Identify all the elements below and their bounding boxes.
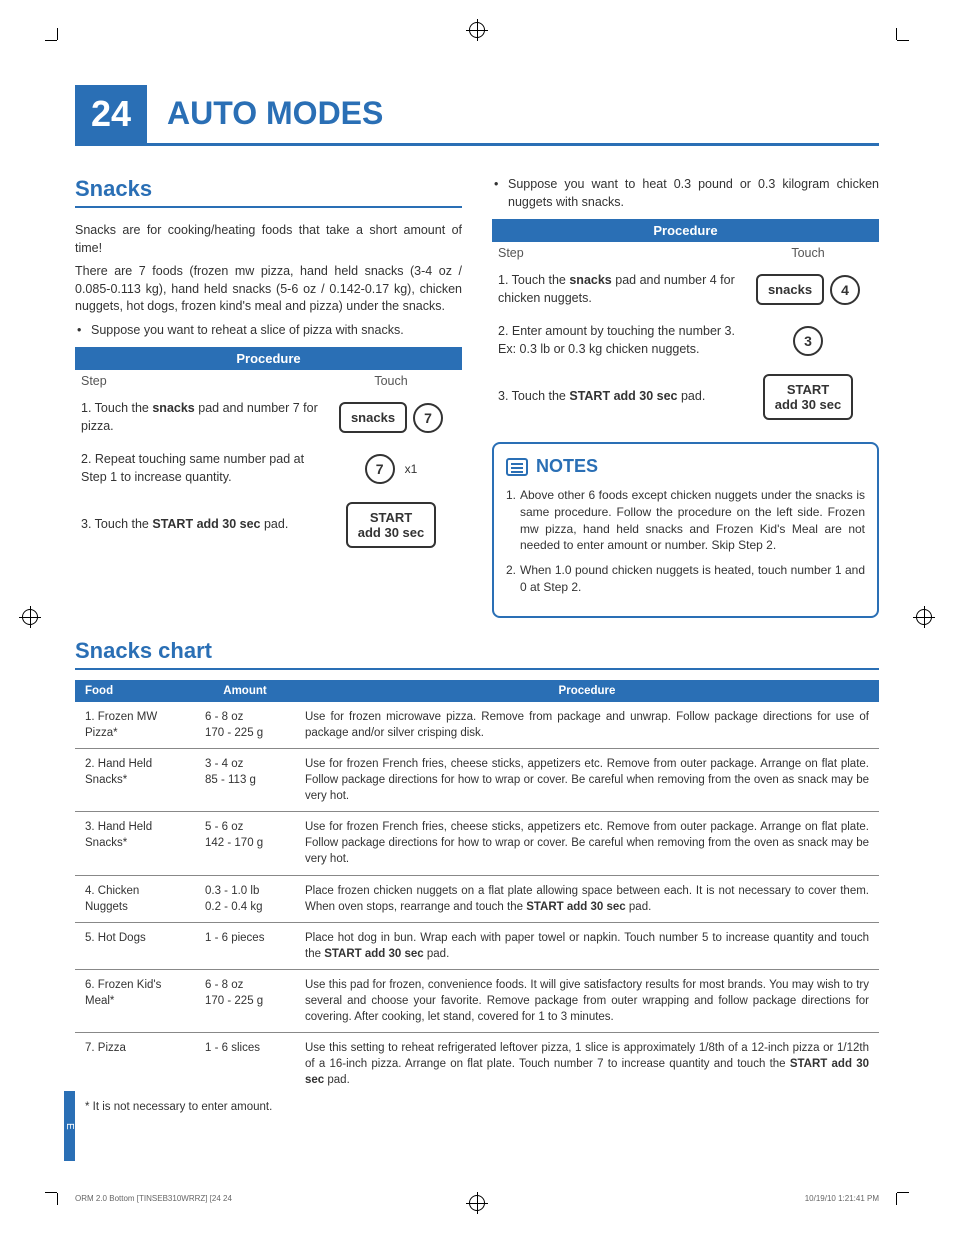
section-underline (75, 206, 462, 208)
start-label: START (358, 510, 425, 525)
cell-amount: 6 - 8 oz 170 - 225 g (195, 702, 295, 749)
cell-food: 7. Pizza (75, 1033, 195, 1096)
touch-header: Touch (326, 374, 456, 388)
cell-food: 3. Hand Held Snacks* (75, 812, 195, 875)
start-sublabel: add 30 sec (775, 397, 842, 412)
crop-mark (57, 1193, 58, 1205)
col-food: Food (75, 680, 195, 702)
header-underline (75, 143, 879, 146)
crop-mark (897, 40, 909, 41)
snacks-chart-table: Food Amount Procedure 1. Frozen MW Pizza… (75, 680, 879, 1096)
intro-text: There are 7 foods (frozen mw pizza, hand… (75, 263, 462, 316)
touch-header: Touch (743, 246, 873, 260)
col-procedure: Procedure (295, 680, 879, 702)
start-sublabel: add 30 sec (358, 525, 425, 540)
cell-amount: 5 - 6 oz 142 - 170 g (195, 812, 295, 875)
cell-procedure: Use for frozen French fries, cheese stic… (295, 748, 879, 811)
number-4-button: 4 (830, 275, 860, 305)
cell-procedure: Use for frozen microwave pizza. Remove f… (295, 702, 879, 749)
step-text: 3. Touch the START add 30 sec pad. (81, 516, 326, 534)
crop-mark (45, 40, 57, 41)
intro-text: Snacks are for cooking/heating foods tha… (75, 222, 462, 257)
table-row: 7. Pizza1 - 6 slicesUse this setting to … (75, 1033, 879, 1096)
table-row: 5. Hot Dogs1 - 6 piecesPlace hot dog in … (75, 922, 879, 969)
cell-food: 1. Frozen MW Pizza* (75, 702, 195, 749)
footnote: * It is not necessary to enter amount. (75, 1101, 879, 1113)
page-number: 24 (75, 85, 147, 143)
registration-mark (916, 609, 932, 625)
chart-title: Snacks chart (75, 638, 879, 664)
crop-mark (45, 1192, 57, 1193)
cell-procedure: Use for frozen French fries, cheese stic… (295, 812, 879, 875)
start-button: START add 30 sec (763, 374, 854, 420)
cell-amount: 0.3 - 1.0 lb 0.2 - 0.4 kg (195, 875, 295, 922)
table-row: 1. Frozen MW Pizza*6 - 8 oz 170 - 225 gU… (75, 702, 879, 749)
crop-mark (896, 1193, 897, 1205)
cell-food: 2. Hand Held Snacks* (75, 748, 195, 811)
procedure-header: Procedure (75, 347, 462, 370)
cell-procedure: Place frozen chicken nuggets on a flat p… (295, 875, 879, 922)
footer-right: 10/19/10 1:21:41 PM (805, 1194, 879, 1203)
registration-mark (469, 22, 485, 38)
times-label: x1 (405, 462, 418, 476)
crop-mark (896, 28, 897, 40)
intro-bullet: Suppose you want to reheat a slice of pi… (75, 322, 462, 340)
chart-underline (75, 668, 879, 670)
note-item: 2.When 1.0 pound chicken nuggets is heat… (506, 562, 865, 596)
registration-mark (22, 609, 38, 625)
notes-box: NOTES 1.Above other 6 foods except chick… (492, 442, 879, 618)
table-row: 2. Hand Held Snacks*3 - 4 oz 85 - 113 gU… (75, 748, 879, 811)
crop-mark (57, 28, 58, 40)
step-header: Step (81, 374, 326, 388)
notes-icon (506, 458, 528, 476)
table-row: 6. Frozen Kid's Meal*6 - 8 oz 170 - 225 … (75, 969, 879, 1032)
start-label: START (775, 382, 842, 397)
cell-food: 6. Frozen Kid's Meal* (75, 969, 195, 1032)
start-button: START add 30 sec (346, 502, 437, 548)
right-bullet: Suppose you want to heat 0.3 pound or 0.… (492, 176, 879, 211)
crop-mark (897, 1192, 909, 1193)
cell-procedure: Use this pad for frozen, convenience foo… (295, 969, 879, 1032)
footer-left: ORM 2.0 Bottom [TINSEB310WRRZ] [24 24 (75, 1194, 232, 1203)
snacks-button: snacks (756, 274, 824, 305)
step-text: 2. Repeat touching same number pad at St… (81, 451, 326, 486)
step-text: 1. Touch the snacks pad and number 4 for… (498, 272, 743, 307)
number-3-button: 3 (793, 326, 823, 356)
snacks-button: snacks (339, 402, 407, 433)
cell-amount: 1 - 6 slices (195, 1033, 295, 1096)
note-item: 1.Above other 6 foods except chicken nug… (506, 487, 865, 554)
section-title: Snacks (75, 176, 462, 202)
table-row: 3. Hand Held Snacks*5 - 6 oz 142 - 170 g… (75, 812, 879, 875)
step-header: Step (498, 246, 743, 260)
page-title: AUTO MODES (147, 85, 879, 143)
procedure-header: Procedure (492, 219, 879, 242)
cell-procedure: Use this setting to reheat refrigerated … (295, 1033, 879, 1096)
notes-title: NOTES (536, 456, 598, 477)
step-text: 2. Enter amount by touching the number 3… (498, 323, 743, 358)
cell-amount: 6 - 8 oz 170 - 225 g (195, 969, 295, 1032)
registration-mark (469, 1195, 485, 1211)
cell-amount: 3 - 4 oz 85 - 113 g (195, 748, 295, 811)
cell-amount: 1 - 6 pieces (195, 922, 295, 969)
side-tab: E (64, 1091, 75, 1161)
cell-procedure: Place hot dog in bun. Wrap each with pap… (295, 922, 879, 969)
number-7-button: 7 (413, 403, 443, 433)
step-text: 1. Touch the snacks pad and number 7 for… (81, 400, 326, 435)
cell-food: 5. Hot Dogs (75, 922, 195, 969)
col-amount: Amount (195, 680, 295, 702)
table-row: 4. Chicken Nuggets0.3 - 1.0 lb 0.2 - 0.4… (75, 875, 879, 922)
cell-food: 4. Chicken Nuggets (75, 875, 195, 922)
step-text: 3. Touch the START add 30 sec pad. (498, 388, 743, 406)
number-7-button: 7 (365, 454, 395, 484)
